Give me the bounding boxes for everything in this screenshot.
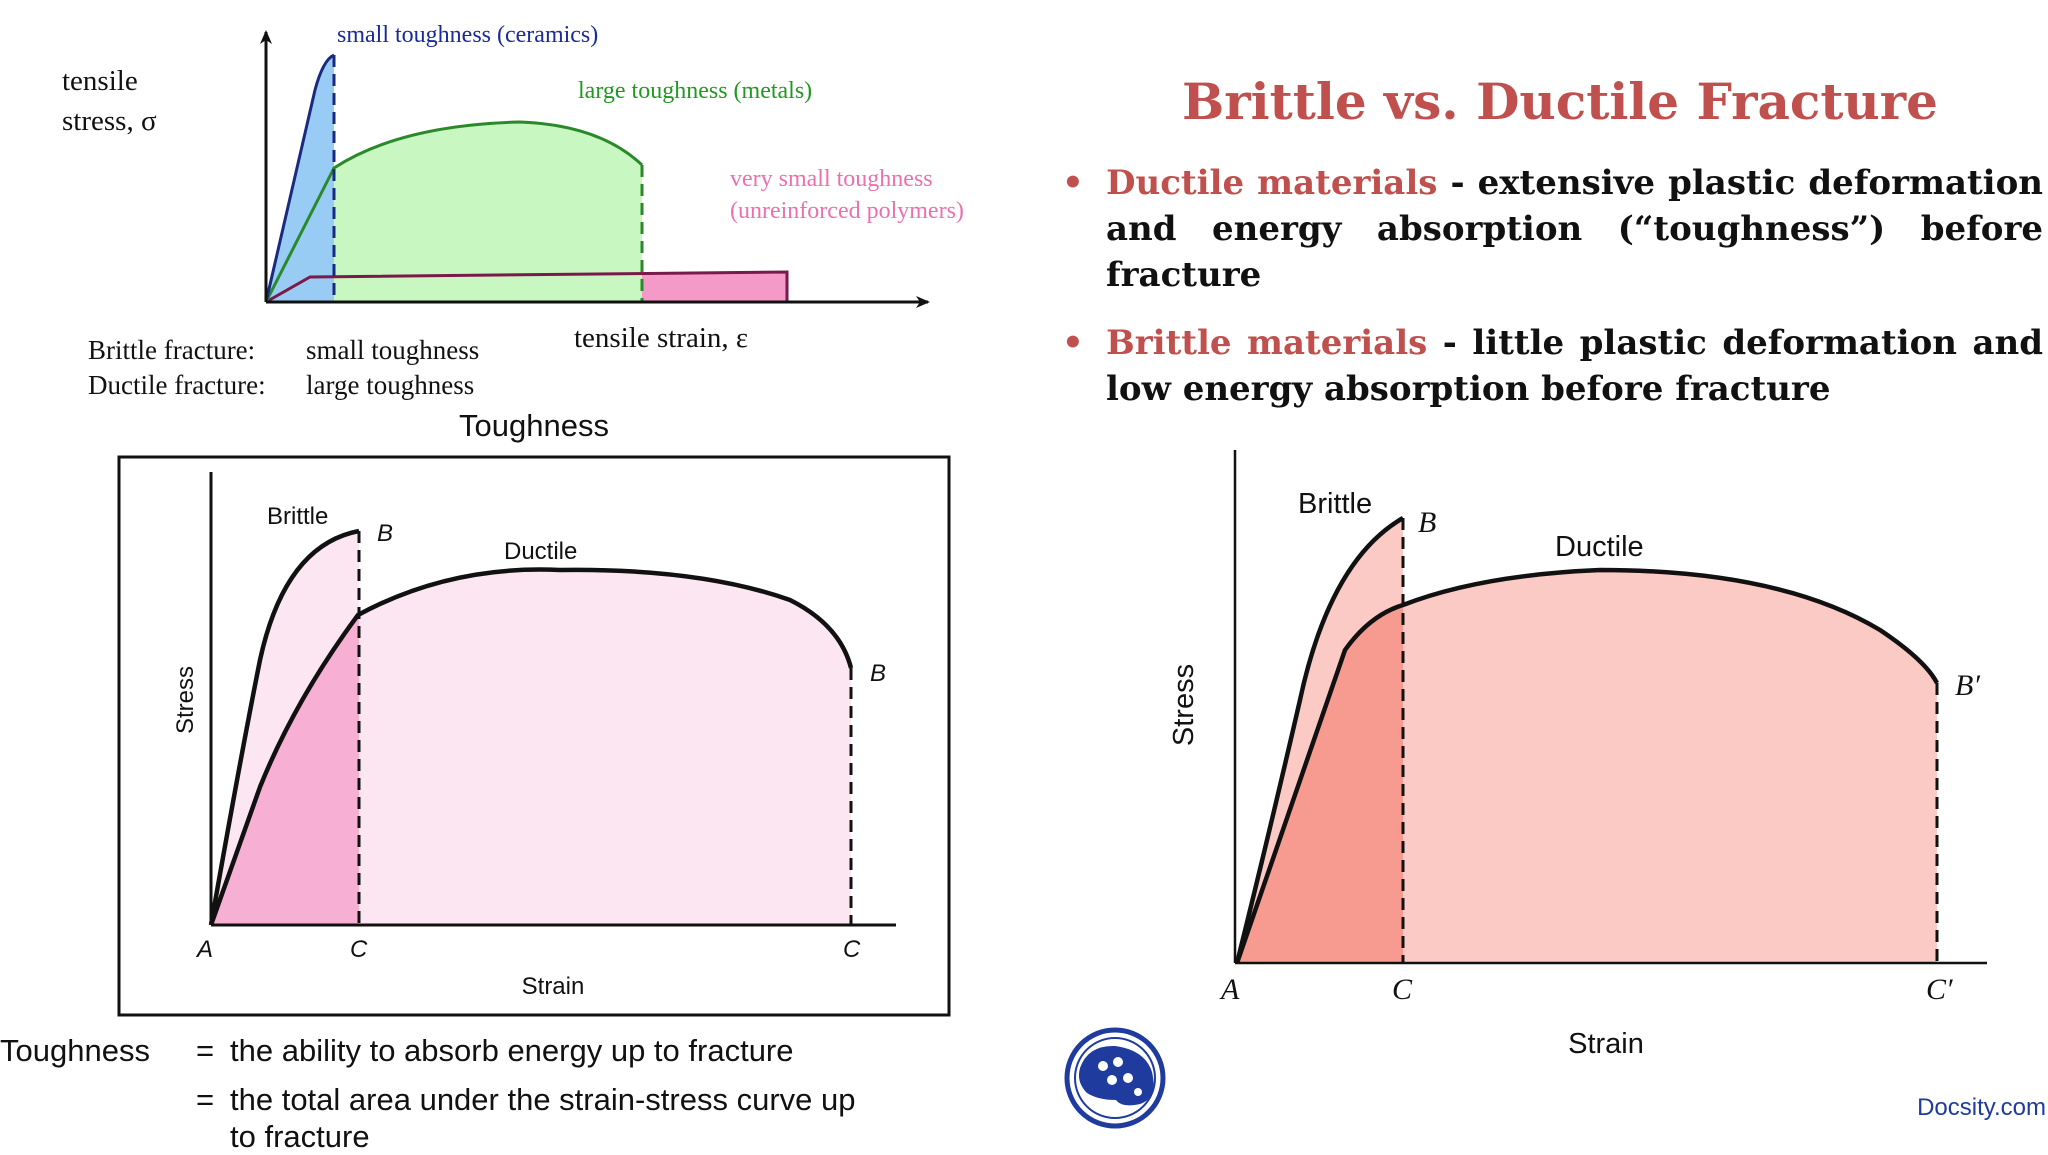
right-y-label: Stress	[1168, 664, 1200, 746]
right-curve-brittle	[1234, 516, 1405, 964]
right-curve-ductile	[1234, 567, 1939, 964]
curve-polymers	[265, 270, 789, 304]
toughness-definition: Toughness = the ability to absorb energy…	[0, 1032, 1030, 1155]
legend-ductile-label: Ductile fracture:	[88, 370, 266, 400]
top-x-label: tensile strain, ε	[574, 322, 748, 354]
definition-line1: the ability to absorb energy up to fract…	[230, 1033, 794, 1068]
right-brittle-label: Brittle	[1298, 488, 1372, 520]
right-x-label: Strain	[1568, 1028, 1644, 1060]
left-y-label: Stress	[172, 666, 199, 734]
toughness-frame	[117, 455, 951, 1017]
right-area-ductile	[1237, 570, 1937, 963]
right-point-b-prime: B′	[1955, 669, 1980, 702]
legend-brittle-value: small toughness	[306, 335, 479, 365]
label-metals: large toughness (metals)	[578, 78, 812, 104]
bullet-ductile: • Ductile materials - extensive plastic d…	[1058, 160, 2043, 298]
toughness-title: Toughness	[459, 408, 609, 443]
diagram-left: Toughness Brittle B Ductile B A C C Stra…	[117, 408, 951, 1017]
legend-ductile-value: large toughness	[306, 370, 474, 400]
area-metals	[266, 122, 642, 302]
bullet-list: • Ductile materials - extensive plastic d…	[1058, 160, 2043, 434]
label-polymers-line2: (unreinforced polymers)	[730, 198, 964, 224]
docsity-watermark[interactable]: Docsity.com	[1917, 1094, 2046, 1121]
left-x-label: Strain	[522, 973, 585, 1000]
area-brittle-core	[211, 615, 359, 925]
top-y-label-line1: tensile	[62, 65, 138, 97]
diagram-right: Brittle B Ductile B′ A C C′ Strain Stres…	[1168, 450, 1987, 1060]
definition-line2: the total area under the strain-stress c…	[230, 1082, 856, 1117]
right-area-brittle-core	[1237, 605, 1403, 963]
diagram-top: tensile stress, σ small toughness (ceram…	[62, 22, 964, 400]
right-ductile-label: Ductile	[1555, 531, 1644, 563]
left-point-b-ductile: B	[870, 660, 886, 687]
label-polymers-line1: very small toughness	[730, 166, 933, 192]
bullet-dot-icon: •	[1062, 323, 1084, 363]
bullet-brittle-text: - little plastic deformation and low ene…	[1106, 323, 2043, 409]
label-ceramics: small toughness (ceramics)	[337, 22, 598, 48]
bullet-brittle-term: Brittle materials	[1106, 323, 1428, 363]
bullet-ductile-term: Ductile materials	[1106, 163, 1438, 203]
left-point-c-ductile: C	[843, 936, 861, 963]
curve-ductile	[208, 567, 854, 926]
slide-title: Brittle vs. Ductile Fracture	[1182, 72, 1938, 131]
definition-equals-1: =	[196, 1033, 215, 1068]
bullet-dot-icon: •	[1062, 163, 1084, 203]
left-point-b-brittle: B	[377, 520, 393, 547]
curve-ceramics	[264, 53, 335, 303]
legend-brittle-label: Brittle fracture:	[88, 335, 255, 365]
area-ductile	[211, 569, 851, 925]
docsity-logo-icon	[1064, 1027, 1166, 1129]
left-ductile-label: Ductile	[504, 538, 577, 565]
right-point-a: A	[1219, 973, 1240, 1006]
left-brittle-label: Brittle	[267, 503, 328, 530]
right-point-b: B	[1418, 506, 1436, 539]
top-y-label-line2: stress, σ	[62, 105, 157, 137]
curve-metals	[264, 120, 644, 303]
definition-line3: to fracture	[230, 1119, 370, 1154]
right-point-c: C	[1392, 973, 1413, 1006]
definition-equals-2: =	[196, 1082, 215, 1117]
left-point-a: A	[195, 936, 213, 963]
curve-brittle	[208, 528, 360, 926]
definition-label: Toughness	[0, 1033, 150, 1068]
bullet-ductile-text: - extensive plastic deformation and ener…	[1106, 163, 2044, 295]
left-point-c-brittle: C	[350, 936, 368, 963]
bullet-brittle: • Brittle materials - little plastic defo…	[1058, 320, 2043, 412]
area-ceramics	[266, 55, 334, 302]
right-point-c-prime: C′	[1926, 973, 1953, 1006]
